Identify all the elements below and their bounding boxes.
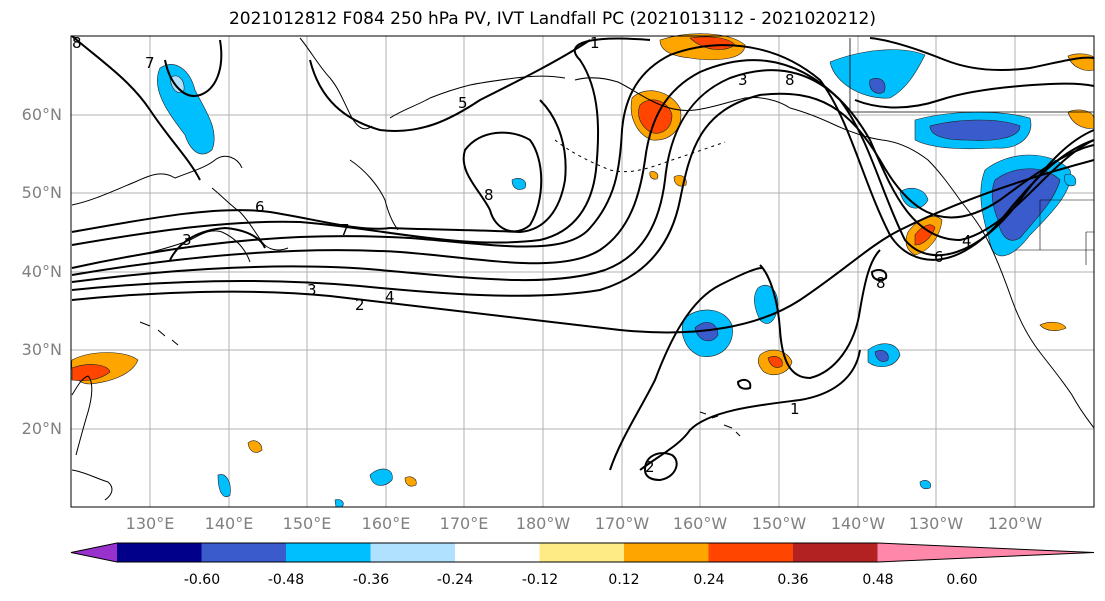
contour-label: 4 xyxy=(385,288,395,306)
lat-label-20n: 20°N xyxy=(21,419,62,438)
contour-7 xyxy=(71,209,391,233)
shaded-anomalies xyxy=(71,33,1095,508)
lon-label-180w: 180°W xyxy=(515,514,571,533)
coast-chukotka xyxy=(389,75,566,119)
colorbar-extend-high xyxy=(877,543,1094,562)
colorbar-extend-low xyxy=(71,543,117,562)
colorbar-swatch xyxy=(624,543,709,562)
contour-1b xyxy=(759,249,881,380)
contour-5 xyxy=(71,44,1095,269)
lat-label-30n: 30°N xyxy=(21,340,62,359)
colorbar-swatch xyxy=(370,543,456,562)
contour-label: 8 xyxy=(785,71,795,89)
contour-2 xyxy=(71,92,1095,297)
colorbar-tick-label: 0.48 xyxy=(862,572,894,588)
coast-kamchatka xyxy=(349,159,399,231)
lat-label-60n: 60°N xyxy=(21,105,62,124)
colorbar-swatch xyxy=(708,543,794,562)
contour-label: 7 xyxy=(145,54,155,72)
colorbar-tick-label: 0.36 xyxy=(777,572,809,588)
contour-6 xyxy=(71,37,651,246)
colorbar-tick-label: -0.48 xyxy=(267,572,305,588)
coast-canada xyxy=(789,107,991,246)
contour-label: 5 xyxy=(458,94,468,112)
contour-label: 2 xyxy=(645,458,655,476)
plot-border xyxy=(70,35,1095,508)
lon-label-170e: 170°E xyxy=(439,514,489,533)
lon-label-140w: 140°W xyxy=(830,514,886,533)
coast-hawaii xyxy=(699,411,741,437)
contour-label: 3 xyxy=(182,231,192,249)
contour-label: 3 xyxy=(307,281,317,299)
lon-label-130e: 130°E xyxy=(125,514,175,533)
colorbar-tick-label: -0.60 xyxy=(183,572,221,588)
coast-aleutians xyxy=(554,139,726,173)
colorbar-swatch xyxy=(455,543,540,562)
pv-contours xyxy=(71,35,1095,482)
contour-label: 8 xyxy=(72,34,82,52)
lon-label-130w: 130°W xyxy=(908,514,964,533)
contour-label: 3 xyxy=(738,71,748,89)
contour-label: 8 xyxy=(876,274,886,292)
blob-neg-kamchatka xyxy=(157,64,215,155)
contour-label: 7 xyxy=(340,221,350,239)
colorbar-swatch xyxy=(201,543,287,562)
contour-4 xyxy=(71,59,1095,276)
colorbar-tick-label: 0.24 xyxy=(693,572,725,588)
contour-label: 1 xyxy=(590,34,600,52)
contour-label: 4 xyxy=(962,232,972,250)
colorbar-tick-label: 0.60 xyxy=(946,572,978,588)
colorbar-swatch xyxy=(539,543,625,562)
colorbar-outline xyxy=(70,542,1095,563)
contour-3 xyxy=(71,69,1095,283)
colorbar-swatch xyxy=(286,543,371,562)
colorbar-tick-label: -0.12 xyxy=(521,572,559,588)
contour-label: 8 xyxy=(484,186,494,204)
colorbar-tick-label: 0.12 xyxy=(608,572,640,588)
colorbar-swatch xyxy=(117,543,202,562)
coast-taiwan-phil xyxy=(71,375,93,456)
contour-1 xyxy=(71,159,1095,334)
colorbar-tick-label: -0.36 xyxy=(352,572,390,588)
lon-label-150w: 150°W xyxy=(751,514,807,533)
colorbar-swatch xyxy=(793,543,878,562)
colorbar-tick-label: -0.24 xyxy=(436,572,474,588)
lon-label-170w: 170°W xyxy=(594,514,650,533)
contour-label: 2 xyxy=(355,296,365,314)
contour-label: 6 xyxy=(934,248,944,266)
coast-asia-north xyxy=(71,155,243,206)
gridlines xyxy=(71,36,1094,507)
lon-label-150e: 150°E xyxy=(282,514,332,533)
map-title: 2021012812 F084 250 hPa PV, IVT Landfall… xyxy=(228,9,876,29)
colorbar xyxy=(70,542,1095,563)
lat-label-50n: 50°N xyxy=(21,183,62,202)
lon-label-140e: 140°E xyxy=(204,514,254,533)
coastlines xyxy=(71,37,1095,501)
coast-usa xyxy=(989,244,1095,429)
contour-label: 6 xyxy=(255,198,265,216)
contour-8-closed xyxy=(462,131,543,233)
contour-5b xyxy=(309,39,591,132)
contour-2-closed xyxy=(643,452,678,482)
lat-label-40n: 40°N xyxy=(21,262,62,281)
coast-okhotsk xyxy=(299,37,373,130)
lon-label-160w: 160°W xyxy=(672,514,728,533)
lon-label-120w: 120°W xyxy=(987,514,1043,533)
contour-labels: 1 2 3 4 5 6 7 8 2 3 3 7 8 8 6 4 8 1 xyxy=(72,34,972,476)
contour-label: 1 xyxy=(790,400,800,418)
coast-japan xyxy=(211,187,289,251)
lon-label-160e: 160°E xyxy=(361,514,411,533)
